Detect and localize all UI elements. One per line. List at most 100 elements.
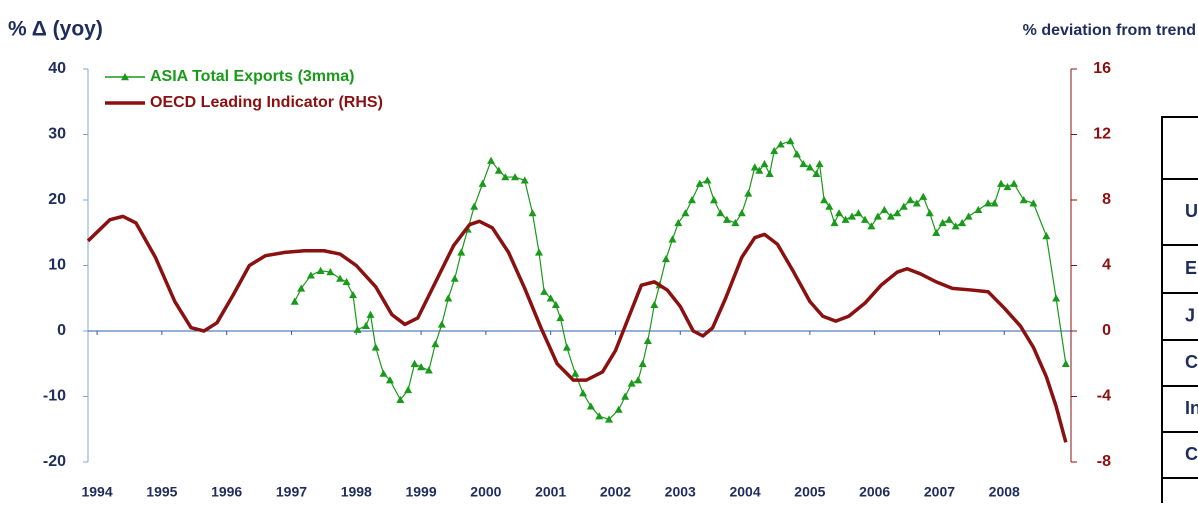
series-marker	[627, 379, 636, 387]
y2-tick-label: 4	[1102, 257, 1111, 274]
series-marker	[722, 215, 731, 223]
series-marker	[1042, 232, 1051, 240]
y-tick-label: 10	[48, 257, 66, 274]
series-marker	[695, 179, 704, 187]
y-tick-label: 0	[57, 322, 66, 339]
table-frame	[1161, 116, 1198, 508]
series-marker	[385, 376, 394, 384]
series-marker	[805, 163, 814, 171]
series-marker	[737, 209, 746, 217]
y-tick-label: 20	[48, 191, 66, 208]
series-marker	[755, 166, 764, 174]
series-marker	[799, 159, 808, 168]
x-tick-label: 2007	[924, 484, 955, 500]
series-marker	[786, 137, 795, 145]
y2-tick-label: 0	[1102, 322, 1111, 339]
y2-tick-label: 12	[1093, 126, 1111, 143]
series-marker	[396, 395, 405, 403]
series-marker	[643, 336, 652, 345]
series-marker	[731, 218, 740, 227]
series-marker	[1029, 199, 1038, 207]
series-marker	[770, 146, 779, 155]
table-row-label: In	[1185, 398, 1198, 418]
y2-tick-label: 16	[1093, 60, 1111, 77]
series-marker	[306, 271, 315, 279]
legend-label: ASIA Total Exports (3mma)	[150, 68, 354, 85]
series-marker	[912, 199, 921, 207]
legend-label: OECD Leading Indicator (RHS)	[150, 94, 383, 111]
series-marker	[297, 284, 306, 292]
series-marker	[867, 222, 876, 230]
series-marker	[820, 196, 829, 204]
series-marker	[945, 215, 954, 223]
series-marker	[984, 199, 993, 207]
x-tick-label: 1998	[341, 484, 372, 500]
series-marker	[478, 179, 487, 187]
series-marker	[417, 363, 426, 371]
series-marker	[431, 340, 440, 348]
series-marker	[546, 294, 555, 302]
series-marker	[825, 202, 834, 210]
series-marker	[964, 212, 973, 220]
series-marker	[681, 209, 690, 217]
series-marker	[716, 209, 725, 217]
series-marker	[792, 150, 801, 158]
series-marker	[668, 235, 677, 243]
series-marker	[366, 310, 375, 318]
series-line	[294, 140, 1067, 421]
series-marker	[457, 248, 466, 256]
x-tick-label: 2002	[600, 484, 631, 500]
series-marker	[830, 218, 839, 227]
series-marker	[1019, 196, 1028, 204]
series-marker	[841, 215, 850, 223]
series-marker	[750, 163, 759, 171]
table-row-label: J	[1185, 305, 1195, 325]
series-marker	[951, 222, 960, 230]
series-marker	[1003, 182, 1012, 191]
series-marker	[634, 376, 643, 384]
series-marker	[925, 209, 934, 217]
series-marker	[410, 359, 419, 367]
series-marker	[316, 266, 325, 274]
series-marker	[437, 320, 446, 328]
series-marker	[551, 300, 560, 308]
x-tick-label: 1995	[146, 484, 177, 500]
series-marker	[535, 248, 544, 256]
series-marker	[703, 176, 712, 184]
series-marker	[571, 369, 580, 377]
series-marker	[528, 209, 537, 217]
series-marker	[556, 313, 565, 322]
series-marker	[812, 169, 821, 177]
series-marker	[709, 196, 718, 204]
series-marker	[511, 173, 520, 181]
series-marker	[974, 205, 983, 214]
x-tick-label: 2004	[729, 484, 760, 500]
series-marker	[604, 415, 613, 423]
series-marker	[893, 209, 902, 217]
y-tick-label: -10	[43, 388, 66, 405]
series-marker	[424, 366, 433, 374]
table-row-label: U	[1185, 201, 1198, 221]
series-marker	[662, 254, 671, 263]
series-marker	[353, 325, 362, 333]
y-axis-title: % Δ (yoy)	[8, 18, 103, 41]
series-marker	[450, 274, 459, 282]
series-marker	[650, 300, 659, 308]
x-tick-label: 2001	[535, 484, 566, 500]
series-marker	[470, 202, 479, 210]
series-marker	[349, 290, 358, 299]
series-marker	[379, 369, 388, 377]
x-tick-label: 2006	[859, 484, 890, 500]
legend-marker	[121, 73, 129, 81]
y-tick-label: 30	[48, 126, 66, 143]
series-marker	[494, 166, 503, 174]
series-marker	[815, 159, 824, 168]
x-tick-label: 1997	[276, 484, 307, 500]
series-marker	[444, 294, 453, 302]
series-marker	[997, 179, 1006, 187]
series-marker	[586, 402, 595, 410]
series-marker	[540, 287, 549, 295]
series-marker	[595, 412, 604, 420]
y-tick-label: -20	[43, 453, 66, 470]
